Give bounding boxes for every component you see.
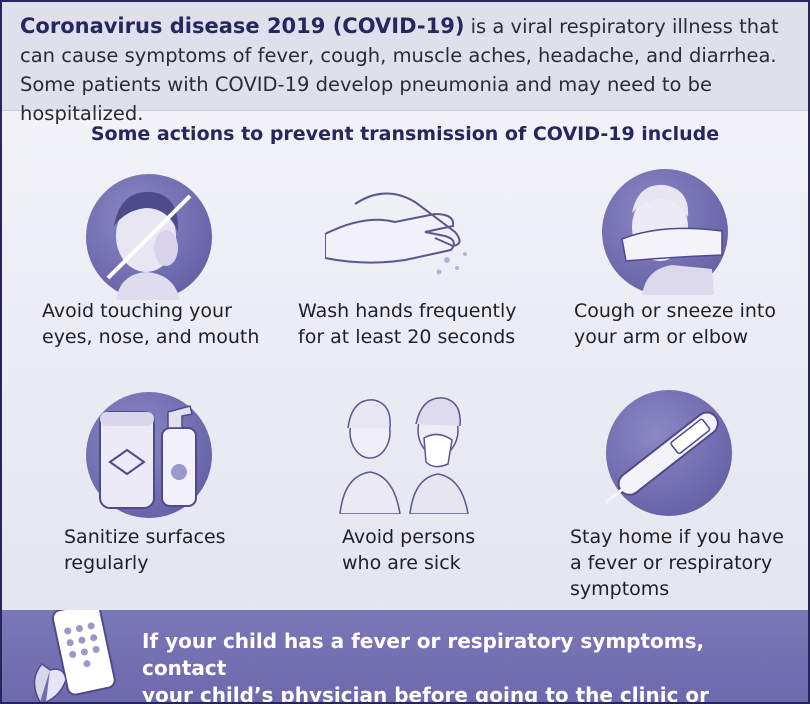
footer-text: If your child has a fever or respiratory… [142, 629, 710, 704]
caption-avoid-sick: Avoid persons who are sick [342, 526, 476, 574]
caption-sanitize: Sanitize surfaces regularly [64, 526, 226, 574]
intro-lead: Coronavirus disease 2019 (COVID-19) [20, 14, 465, 38]
caption-cough-elbow: Cough or sneeze into your arm or elbow [574, 300, 776, 348]
caption-stay-home: Stay home if you have a fever or respira… [570, 526, 784, 600]
intro-banner: Coronavirus disease 2019 (COVID-19) is a… [2, 2, 808, 125]
intro-body: is a viral respiratory illness that can … [20, 15, 779, 125]
caption-wash-hands: Wash hands frequently for at least 20 se… [298, 300, 517, 348]
section-title: Some actions to prevent transmission of … [90, 123, 720, 145]
thermometer-icon [606, 390, 732, 516]
sanitizer-icon [86, 392, 212, 518]
caption-avoid-touching: Avoid touching your eyes, nose, and mout… [42, 300, 260, 348]
phone-icon [33, 610, 116, 702]
hand-washing-icon [325, 174, 471, 300]
footer-banner: If your child has a fever or respiratory… [2, 610, 808, 702]
no-face-touching-icon [86, 174, 212, 300]
sick-person-icon [339, 388, 471, 514]
intro-text: Coronavirus disease 2019 (COVID-19) is a… [20, 12, 800, 128]
cough-into-elbow-icon [602, 169, 728, 295]
